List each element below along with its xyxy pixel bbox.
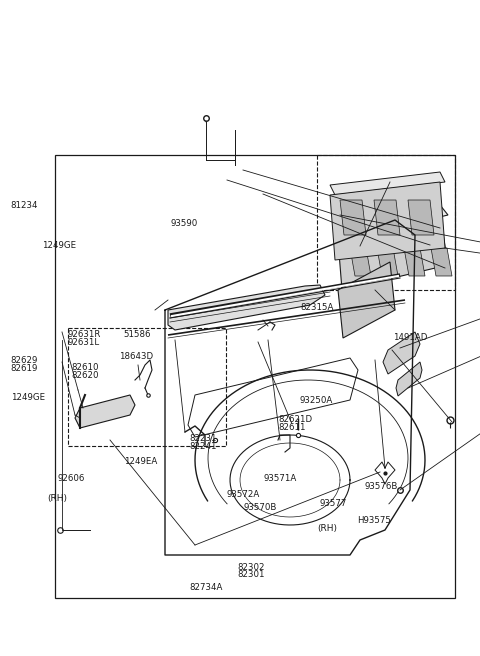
Text: (RH): (RH) bbox=[47, 494, 67, 503]
Text: 93570B: 93570B bbox=[244, 502, 277, 512]
Polygon shape bbox=[396, 362, 422, 396]
Text: 93250A: 93250A bbox=[300, 396, 333, 405]
Text: 82241: 82241 bbox=[190, 441, 217, 451]
Bar bbox=[55, 155, 455, 598]
Polygon shape bbox=[404, 248, 425, 276]
Text: 82611: 82611 bbox=[278, 423, 306, 432]
Text: (RH): (RH) bbox=[317, 524, 337, 533]
Text: 93572A: 93572A bbox=[227, 490, 260, 499]
Polygon shape bbox=[340, 200, 366, 235]
Text: 82619: 82619 bbox=[11, 364, 38, 373]
Polygon shape bbox=[350, 248, 371, 276]
Text: 93571A: 93571A bbox=[263, 474, 296, 483]
Text: 82629: 82629 bbox=[11, 356, 38, 365]
Text: 82302: 82302 bbox=[238, 563, 265, 572]
Text: 51586: 51586 bbox=[124, 330, 151, 339]
Text: 92606: 92606 bbox=[58, 474, 85, 483]
Polygon shape bbox=[330, 172, 445, 195]
Text: 93590: 93590 bbox=[171, 219, 198, 228]
Text: 1249GE: 1249GE bbox=[11, 393, 45, 402]
Bar bbox=[68, 328, 226, 446]
Text: 92631R: 92631R bbox=[67, 330, 101, 339]
Text: 1491AD: 1491AD bbox=[393, 333, 427, 342]
Text: H93575: H93575 bbox=[358, 516, 392, 525]
Text: 82610: 82610 bbox=[71, 363, 98, 372]
Text: 18643D: 18643D bbox=[119, 352, 153, 361]
Text: 93577: 93577 bbox=[319, 499, 347, 508]
Polygon shape bbox=[374, 200, 400, 235]
Text: 81234: 81234 bbox=[11, 201, 38, 211]
Polygon shape bbox=[377, 248, 398, 276]
Text: 82301: 82301 bbox=[238, 570, 265, 579]
Text: 82734A: 82734A bbox=[190, 583, 223, 592]
Polygon shape bbox=[383, 332, 420, 374]
Polygon shape bbox=[330, 182, 445, 260]
Text: 92631L: 92631L bbox=[67, 338, 99, 347]
Polygon shape bbox=[431, 248, 452, 276]
Polygon shape bbox=[338, 262, 395, 338]
Polygon shape bbox=[75, 395, 135, 428]
Text: 82621D: 82621D bbox=[278, 415, 312, 424]
Polygon shape bbox=[338, 215, 448, 290]
Polygon shape bbox=[338, 205, 448, 240]
Polygon shape bbox=[168, 285, 325, 330]
Text: 1249EA: 1249EA bbox=[124, 457, 157, 466]
Text: 93576B: 93576B bbox=[365, 482, 398, 491]
Polygon shape bbox=[408, 200, 434, 235]
Text: 1249GE: 1249GE bbox=[42, 241, 76, 250]
Text: 82231: 82231 bbox=[190, 434, 217, 443]
Text: 82620: 82620 bbox=[71, 371, 98, 380]
Text: 82315A: 82315A bbox=[300, 302, 334, 312]
Bar bbox=[317, 155, 455, 290]
